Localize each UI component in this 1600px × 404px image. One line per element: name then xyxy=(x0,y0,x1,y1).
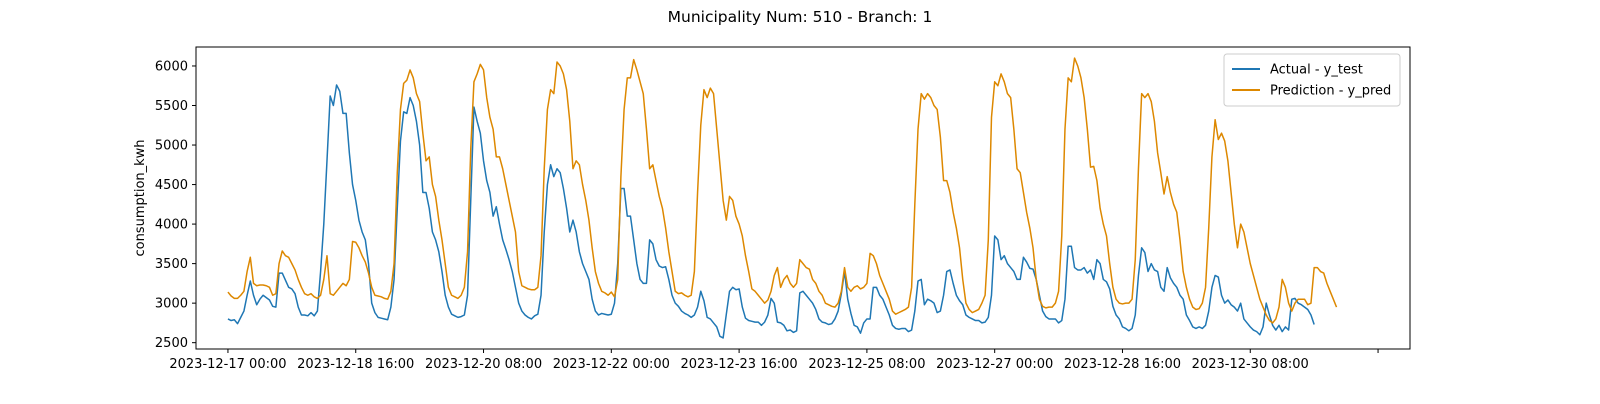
y-tick-label: 2500 xyxy=(155,336,188,351)
x-tick-label: 2023-12-20 08:00 xyxy=(425,357,542,372)
y-axis-ticks: 2500 3000 3500 4000 4500 5000 5500 6000 xyxy=(155,59,196,351)
legend-label: Prediction - y_pred xyxy=(1270,84,1391,99)
x-axis-ticks: 2023-12-17 00:00 2023-12-18 16:00 2023-12-… xyxy=(169,349,1378,372)
y-tick-label: 3000 xyxy=(155,297,188,312)
legend-label: Actual - y_test xyxy=(1270,63,1363,78)
x-tick-label: 2023-12-30 08:00 xyxy=(1192,357,1309,372)
x-tick-label: 2023-12-25 08:00 xyxy=(808,357,925,372)
y-axis-label: consumption_kwh xyxy=(133,139,148,256)
legend: Actual - y_test Prediction - y_pred xyxy=(1224,54,1400,106)
x-tick-label: 2023-12-28 16:00 xyxy=(1064,357,1181,372)
x-tick-label: 2023-12-17 00:00 xyxy=(169,357,286,372)
y-tick-label: 6000 xyxy=(155,59,188,74)
y-tick-label: 5000 xyxy=(155,139,188,154)
y-tick-label: 3500 xyxy=(155,257,188,272)
x-tick-label: 2023-12-23 16:00 xyxy=(681,357,798,372)
x-tick-label: 2023-12-22 00:00 xyxy=(553,357,670,372)
chart-title: Municipality Num: 510 - Branch: 1 xyxy=(668,8,933,26)
y-tick-label: 5500 xyxy=(155,99,188,114)
x-tick-label: 2023-12-18 16:00 xyxy=(297,357,414,372)
series-layer xyxy=(228,58,1337,338)
x-tick-label: 2023-12-27 00:00 xyxy=(936,357,1053,372)
series-line-actual xyxy=(228,85,1314,338)
y-tick-label: 4500 xyxy=(155,178,188,193)
y-tick-label: 4000 xyxy=(155,218,188,233)
